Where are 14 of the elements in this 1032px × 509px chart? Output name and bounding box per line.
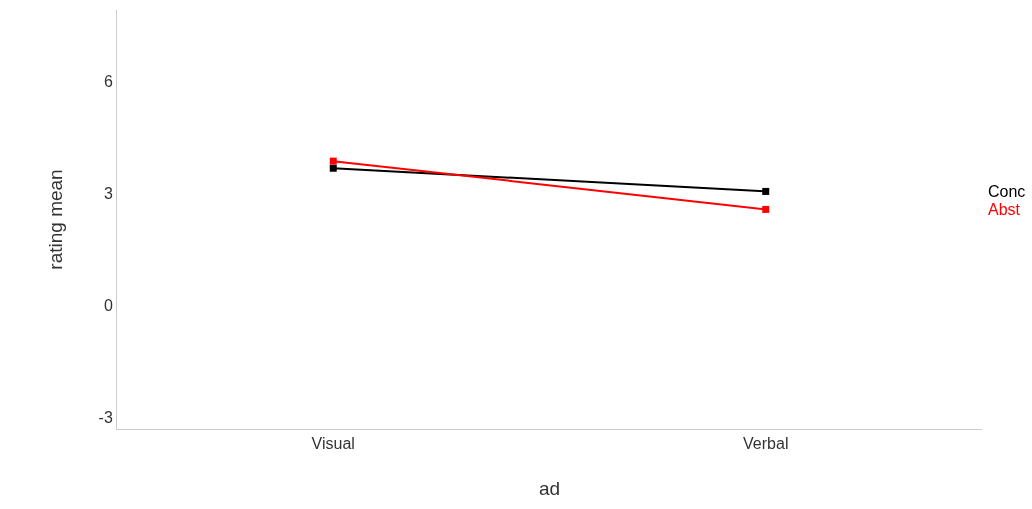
y-tick-label: -3: [98, 409, 113, 427]
point: [329, 157, 337, 165]
x-axis-title: ad: [538, 478, 561, 499]
x-tick-label: Visual: [311, 435, 355, 453]
text: Conc: [988, 183, 1026, 200]
point: [762, 205, 770, 213]
text: Abst: [988, 201, 1021, 218]
y-tick-label: 6: [103, 72, 113, 90]
point: [762, 187, 770, 195]
point: [329, 164, 337, 172]
y-tick-label: 0: [103, 297, 113, 315]
y-tick-label: 3: [103, 184, 113, 202]
y-axis-title: rating mean: [45, 169, 67, 270]
x-tick-label: Verbal: [743, 435, 789, 453]
